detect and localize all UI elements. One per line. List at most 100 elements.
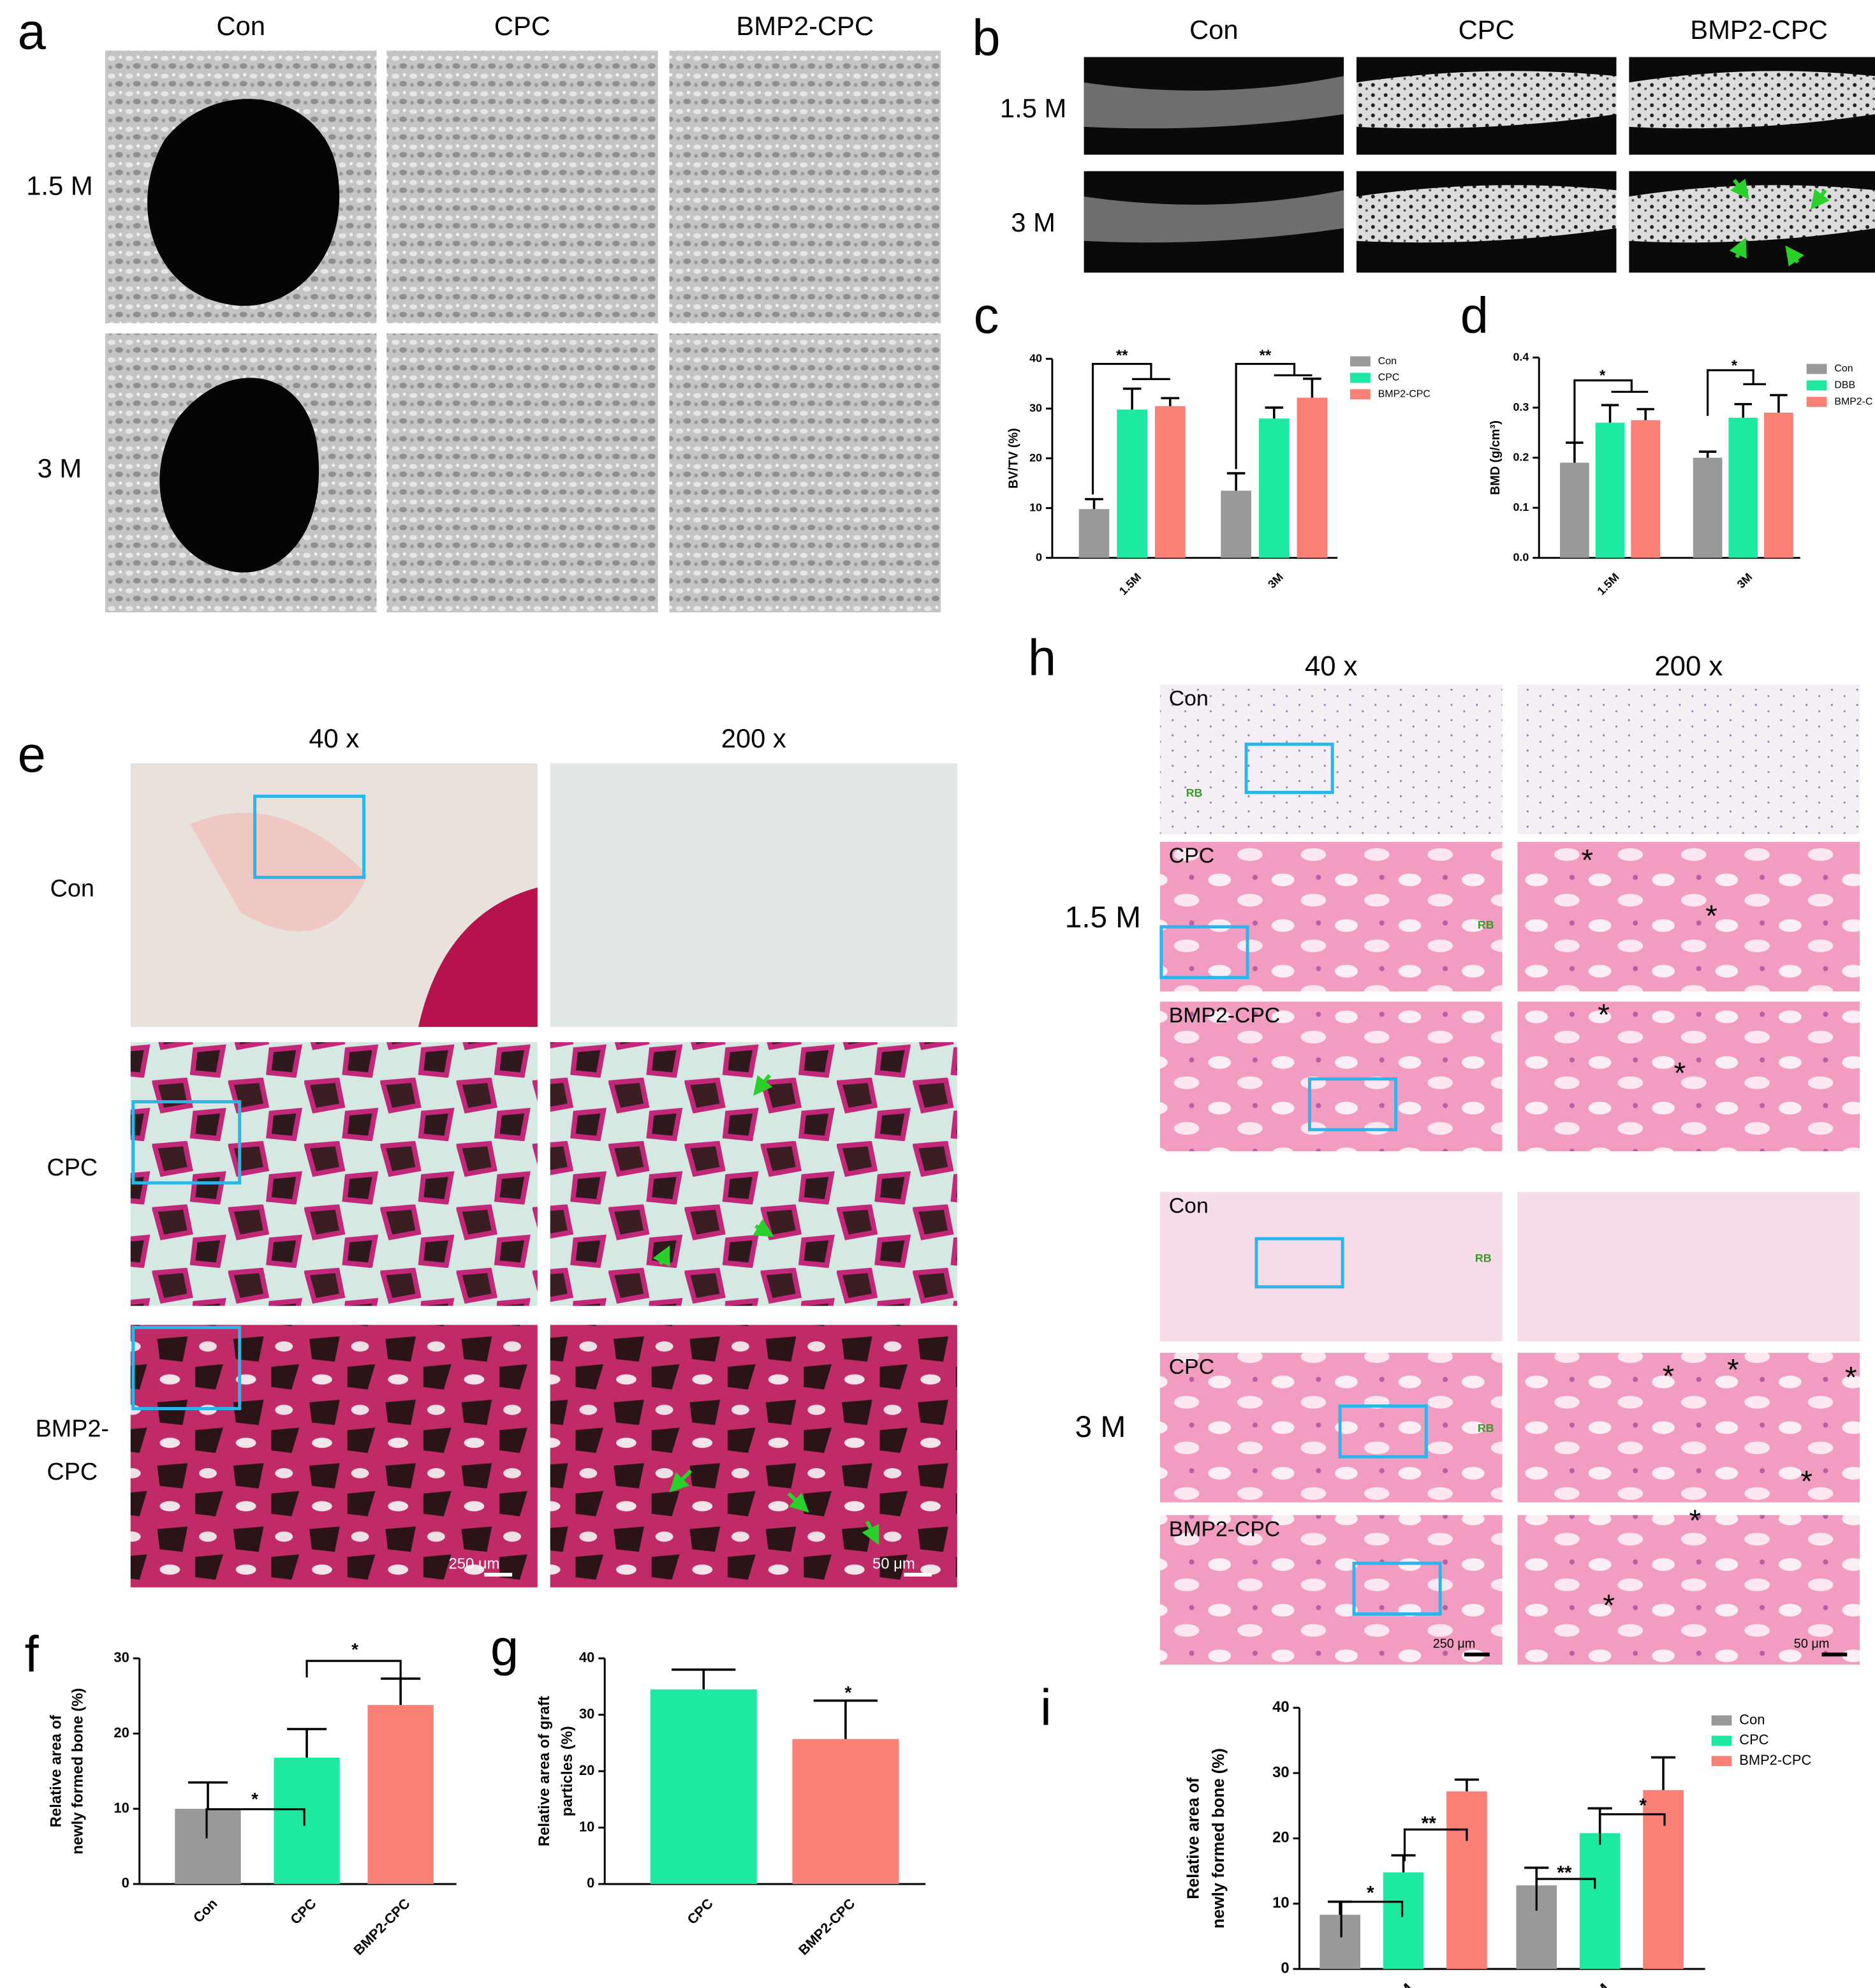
- legend-swatch: [1806, 380, 1827, 391]
- row-label: Con: [50, 875, 94, 902]
- bar: [1258, 418, 1290, 558]
- image: [550, 1042, 957, 1306]
- x-tick-label: 1.5M: [1381, 1980, 1417, 1988]
- significance-label: *: [1639, 1795, 1647, 1816]
- legend-swatch: [1350, 372, 1371, 383]
- image-label: Con: [1169, 686, 1209, 711]
- panel-label: d: [1460, 287, 1489, 344]
- marker: *: [1663, 1359, 1675, 1393]
- legend-swatch: [1711, 1735, 1732, 1746]
- image-label: CPC: [1169, 1355, 1214, 1379]
- image: [1517, 1515, 1860, 1665]
- x-tick-label: Con: [190, 1896, 221, 1926]
- column-header: BMP2-CPC: [736, 11, 874, 41]
- bar: [1560, 462, 1589, 558]
- scale-bar-label: 250 μm: [448, 1555, 499, 1572]
- roi-box: [1352, 1561, 1442, 1616]
- y-tick-label: 0: [122, 1875, 129, 1891]
- y-axis-label: particles (%): [559, 1726, 576, 1816]
- bar: [1631, 420, 1661, 558]
- bar: [1297, 397, 1328, 558]
- y-axis-label: Relative area of: [48, 1715, 65, 1827]
- significance-bracket: [1235, 362, 1312, 469]
- y-tick-label: 0.0: [1513, 550, 1529, 563]
- marker: *: [1705, 899, 1717, 933]
- tissue-label: RB: [1478, 1422, 1494, 1434]
- row-label: 1.5 M: [1000, 93, 1066, 123]
- bar: [792, 1739, 899, 1884]
- bar: [1595, 422, 1625, 558]
- image: [1517, 1001, 1860, 1151]
- ct-band: [1356, 185, 1617, 243]
- image: [1517, 841, 1860, 992]
- arrow: [1730, 179, 1749, 200]
- panel-label: f: [25, 1626, 40, 1682]
- legend-label: BMP2-CPC: [1739, 1752, 1811, 1768]
- image-label: CPC: [1169, 844, 1214, 868]
- scale-bar-label: 50 μm: [1794, 1637, 1830, 1651]
- roi-box: [1307, 1077, 1398, 1131]
- y-axis-label: newly formed bone (%): [1210, 1748, 1228, 1929]
- bar: [1078, 509, 1110, 558]
- image-label: BMP2-CPC: [1169, 1003, 1281, 1027]
- x-tick-label: BMP2-CPC: [350, 1896, 413, 1959]
- y-tick-label: 0.2: [1513, 450, 1529, 463]
- legend-swatch: [1350, 356, 1371, 367]
- image: [386, 333, 658, 613]
- ct-band: [1356, 71, 1617, 129]
- ct-band: [1084, 190, 1344, 243]
- roi-box: [1159, 925, 1249, 980]
- y-tick-label: 10: [1272, 1894, 1290, 1911]
- panel-label: c: [974, 287, 999, 344]
- panel-label: a: [18, 3, 47, 60]
- bar: [1446, 1791, 1487, 1970]
- marker: *: [1581, 843, 1593, 877]
- roi-box: [1338, 1404, 1428, 1459]
- roi-box: [131, 1325, 242, 1411]
- significance-bracket: [1707, 369, 1767, 416]
- significance-label: *: [1599, 367, 1606, 385]
- y-tick-label: 40: [1029, 351, 1042, 364]
- significance-bracket: [1340, 1901, 1404, 1938]
- image: [1159, 841, 1503, 992]
- y-tick-label: 0: [587, 1875, 594, 1891]
- legend-swatch: [1350, 389, 1371, 400]
- arrow: [753, 1219, 774, 1237]
- legend-label: Con: [1739, 1711, 1765, 1727]
- significance-bracket: [1091, 362, 1170, 495]
- scale-bar-label: 250 μm: [1433, 1637, 1476, 1651]
- bar: [1221, 490, 1251, 558]
- row-label: 1.5 M: [26, 170, 92, 200]
- y-tick-label: 30: [579, 1705, 594, 1721]
- legend-swatch: [1711, 1756, 1732, 1767]
- image: [550, 1325, 957, 1587]
- roi-box: [131, 1100, 242, 1185]
- image: [669, 333, 941, 613]
- column-header: 40 x: [1305, 651, 1358, 682]
- panel-label: h: [1028, 630, 1056, 686]
- tissue-label: RB: [1475, 1252, 1492, 1265]
- legend-swatch: [1806, 397, 1827, 408]
- marker: *: [1800, 1464, 1812, 1498]
- y-tick-label: 0.4: [1513, 350, 1529, 363]
- y-tick-label: 20: [579, 1762, 594, 1778]
- column-header: BMP2-CPC: [1690, 15, 1828, 45]
- significance-label: **: [1260, 347, 1272, 364]
- x-tick-label: 3M: [1735, 571, 1755, 591]
- image: [1517, 684, 1860, 835]
- row-label: 1.5 M: [1065, 901, 1141, 934]
- bar: [1117, 409, 1147, 558]
- scale-bar-label: 50 μm: [872, 1555, 915, 1572]
- tissue-label: RB: [1478, 918, 1494, 931]
- x-tick-label: 1.5M: [1117, 571, 1143, 598]
- bar: [1154, 406, 1186, 558]
- significance-bracket: [1403, 1828, 1468, 1862]
- x-tick-label: CPC: [684, 1896, 716, 1927]
- ct-band: [1084, 76, 1344, 129]
- roi-box: [1244, 742, 1334, 794]
- marker: *: [1598, 998, 1610, 1032]
- bar: [1693, 457, 1723, 558]
- tissue-label: RB: [1186, 786, 1203, 799]
- y-axis-label: BV/TV (%): [1007, 428, 1021, 489]
